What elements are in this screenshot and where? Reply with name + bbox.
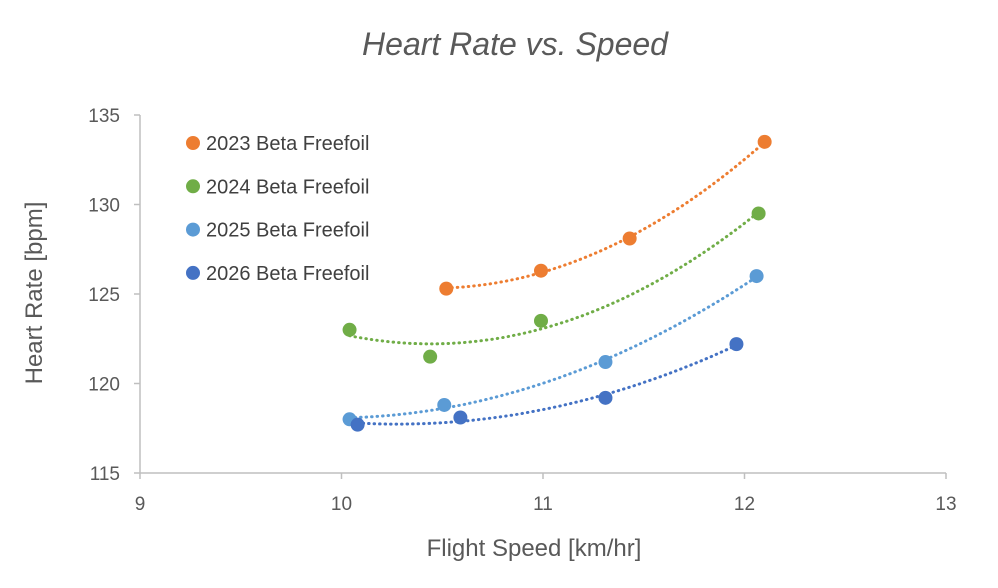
- data-point: [729, 337, 744, 352]
- legend-label: 2026 Beta Freefoil: [206, 263, 369, 285]
- x-tick-label: 9: [135, 494, 146, 515]
- y-tick-label: 130: [88, 196, 120, 217]
- tick-labels: 115 120 125 130 135 9 10 11 12 13: [88, 106, 956, 515]
- x-tick-label: 12: [734, 494, 755, 515]
- x-tick-label: 10: [331, 494, 352, 515]
- legend-label: 2024 Beta Freefoil: [206, 176, 369, 198]
- data-point: [533, 313, 548, 328]
- y-tick-label: 115: [90, 464, 120, 485]
- data-point: [342, 322, 357, 337]
- x-axis-title: Flight Speed [km/hr]: [427, 535, 642, 562]
- plot-area: [134, 114, 947, 479]
- trendline-2: [348, 210, 761, 346]
- data-point: [437, 397, 452, 412]
- data-point: [598, 390, 613, 405]
- trendlines: [348, 140, 767, 426]
- x-tick-label: 11: [533, 494, 553, 515]
- legend-label: 2023 Beta Freefoil: [206, 133, 369, 155]
- data-point: [757, 134, 772, 149]
- legend-marker: [186, 136, 200, 150]
- legend-marker: [186, 222, 200, 237]
- data-point: [533, 263, 548, 278]
- legend-label: 2025 Beta Freefoil: [206, 220, 369, 242]
- data-points: [342, 134, 772, 432]
- data-point: [751, 206, 766, 221]
- y-tick-label: 125: [88, 285, 120, 306]
- data-point: [622, 231, 637, 246]
- data-point: [598, 355, 613, 370]
- chart-title: Heart Rate vs. Speed: [362, 26, 669, 62]
- y-axis-title: Heart Rate [bpm]: [21, 202, 48, 385]
- y-tick-label: 120: [88, 375, 120, 396]
- legend: 2023 Beta Freefoil 2024 Beta Freefoil 2025…: [186, 133, 369, 285]
- data-point: [439, 281, 454, 296]
- data-point: [453, 410, 468, 425]
- trendline-1: [444, 140, 767, 290]
- trendline-3: [348, 275, 759, 420]
- legend-marker: [186, 179, 200, 194]
- legend-marker: [186, 265, 200, 280]
- y-tick-label: 135: [88, 106, 120, 127]
- data-point: [350, 417, 365, 432]
- data-point: [749, 269, 764, 284]
- data-point: [423, 349, 438, 364]
- x-tick-label: 13: [935, 494, 956, 515]
